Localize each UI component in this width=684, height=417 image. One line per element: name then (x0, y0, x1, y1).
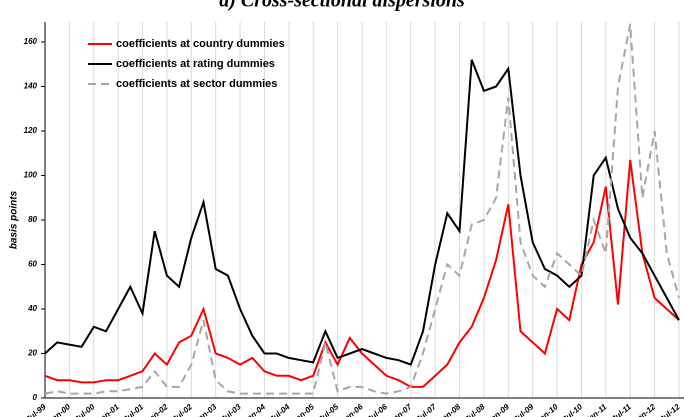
x-tick-label: Jul-03 (219, 402, 243, 417)
x-tick-label: Jul-11 (610, 402, 633, 417)
x-tick-label: Jul-12 (658, 402, 682, 417)
data-line (44, 159, 680, 388)
x-tick-label: Jan-01 (96, 402, 122, 417)
y-tick-label: 140 (24, 82, 38, 91)
x-tick-label: Jan-03 (193, 402, 219, 417)
x-tick-label: Jul-99 (24, 402, 48, 417)
y-tick-label: 160 (24, 37, 38, 46)
y-tick-label: 40 (27, 304, 37, 313)
x-tick-label: Jul-08 (463, 402, 487, 417)
legend-label: coefficients at country dummies (116, 38, 285, 50)
chart-title: a) Cross-sectional dispersions (219, 0, 465, 12)
y-tick-label: 80 (28, 215, 37, 224)
x-tick-label: Jan-06 (339, 402, 365, 417)
x-tick-label: Jul-00 (73, 402, 97, 417)
x-tick-label: Jul-06 (366, 402, 390, 417)
legend-label: coefficients at rating dummies (116, 58, 275, 70)
x-tick-label: Jan-04 (242, 402, 268, 417)
x-tick-label: Jul-07 (414, 402, 438, 417)
y-axis-label: basis points (9, 190, 20, 249)
x-tick-label: Jul-02 (170, 402, 194, 417)
x-tick-label: Jan-08 (437, 402, 463, 417)
y-tick-label: 20 (27, 349, 37, 358)
x-tick-label: Jan-05 (291, 402, 317, 417)
x-tick-label: Jan-09 (486, 402, 512, 417)
x-tick-label: Jan-11 (584, 402, 609, 417)
x-tick-label: Jul-05 (317, 402, 341, 417)
x-tick-label: Jan-10 (535, 402, 561, 417)
data-line (44, 59, 680, 366)
data-line (44, 24, 680, 395)
y-tick-label: 0 (33, 393, 38, 402)
x-tick-label: Jul-04 (268, 402, 292, 417)
x-tick-label: Jan-07 (388, 402, 414, 417)
x-tick-label: Jul-09 (512, 402, 536, 417)
legend-label: coefficients at sector dummies (116, 78, 277, 90)
y-tick-label: 120 (24, 126, 38, 135)
x-tick-label: Jan-00 (47, 402, 73, 417)
x-tick-label: Jul-01 (122, 402, 146, 417)
y-tick-label: 60 (28, 260, 37, 269)
x-tick-label: Jan-12 (632, 402, 658, 417)
x-tick-label: Jul-10 (561, 402, 585, 417)
y-tick-label: 100 (24, 171, 38, 180)
x-tick-label: Jan-02 (144, 402, 170, 417)
